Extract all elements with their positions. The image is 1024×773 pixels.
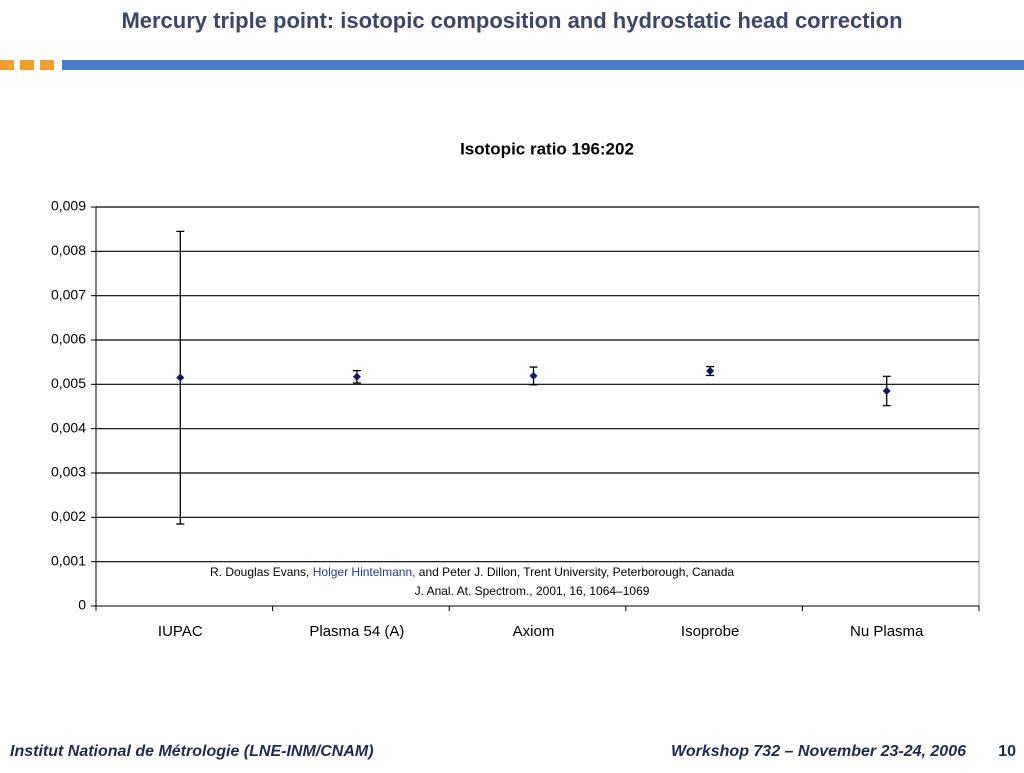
footer-right: Workshop 732 – November 23-24, 2006 (671, 743, 966, 760)
annotation-text: and Peter J. Dillon, Trent University, P… (419, 565, 735, 579)
y-tick-label: 0,001 (51, 552, 86, 568)
annotation-text: R. Douglas Evans, (210, 565, 309, 579)
y-tick-label: 0,002 (51, 508, 86, 524)
annotation: J. Anal. At. Spectrom., 2001, 16, 1064–1… (415, 584, 650, 598)
plot-area (95, 206, 980, 607)
y-tick-label: 0,004 (51, 419, 86, 435)
y-tick-label: 0,006 (51, 331, 86, 347)
slide-title: Mercury triple point: isotopic compositi… (121, 8, 902, 33)
y-tick-label: 0,007 (51, 286, 86, 302)
data-point (706, 367, 715, 376)
page-number: 10 (998, 743, 1016, 760)
footer-left: Institut National de Métrologie (LNE-INM… (10, 743, 374, 760)
annotation: R. Douglas Evans, Holger Hintelmann, and… (210, 565, 734, 579)
decor-square (40, 60, 54, 70)
y-tick-label: 0,005 (51, 375, 86, 391)
y-tick-label: 0,003 (51, 464, 86, 480)
y-tick-label: 0,009 (51, 198, 86, 214)
x-tick-label: IUPAC (158, 623, 203, 640)
decor-square (20, 60, 34, 70)
x-tick-label: Isoprobe (681, 623, 739, 640)
x-tick-label: Plasma 54 (A) (309, 623, 404, 640)
data-point (882, 386, 891, 395)
y-tick-label: 0 (78, 597, 86, 613)
x-tick-label: Nu Plasma (850, 623, 924, 640)
chart-title: Isotopic ratio 196:202 (460, 139, 634, 158)
data-point (176, 373, 185, 382)
data-point (529, 371, 538, 380)
annotation-text: Holger Hintelmann, (313, 565, 416, 579)
y-tick-label: 0,008 (51, 242, 86, 258)
data-point (352, 372, 361, 381)
decor-square (0, 60, 14, 70)
x-tick-label: Axiom (513, 623, 555, 640)
header-bar (62, 60, 1024, 70)
